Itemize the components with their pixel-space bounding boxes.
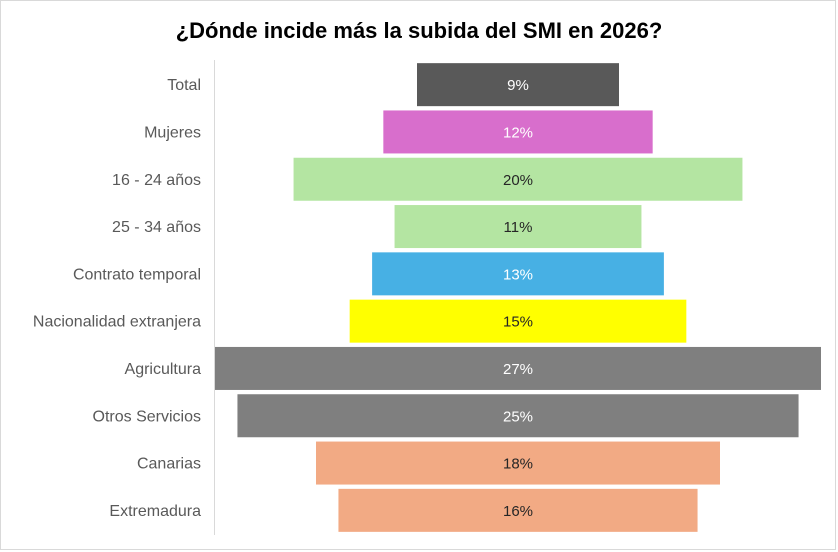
chart-title: ¿Dónde incide más la subida del SMI en 2… (175, 18, 663, 43)
bar (349, 299, 687, 343)
category-label: Contrato temporal (73, 266, 201, 283)
data-label: 9% (507, 77, 529, 94)
category-label: Canarias (137, 456, 201, 473)
category-label: Extremadura (109, 503, 201, 520)
category-label: Otros Servicios (93, 408, 201, 425)
data-label: 20% (503, 172, 533, 189)
bar (316, 441, 720, 485)
bar (338, 488, 698, 532)
bar (383, 110, 653, 154)
category-label: Total (167, 77, 201, 94)
bar (394, 205, 642, 249)
data-label: 12% (503, 124, 533, 141)
data-label: 18% (503, 456, 533, 473)
bar (215, 346, 821, 390)
data-label: 13% (503, 266, 533, 283)
data-label: 25% (503, 408, 533, 425)
category-label: 25 - 34 años (112, 219, 201, 236)
bar (372, 252, 664, 296)
category-label: Mujeres (144, 124, 201, 141)
category-label: Nacionalidad extranjera (33, 314, 201, 331)
bar (293, 157, 743, 201)
category-label: Agricultura (125, 361, 202, 378)
bar (237, 394, 799, 438)
category-label: 16 - 24 años (112, 172, 201, 189)
data-label: 16% (503, 503, 533, 520)
data-label: 15% (503, 314, 533, 331)
data-label: 11% (504, 219, 533, 236)
bar (417, 63, 619, 107)
data-label: 27% (503, 361, 533, 378)
